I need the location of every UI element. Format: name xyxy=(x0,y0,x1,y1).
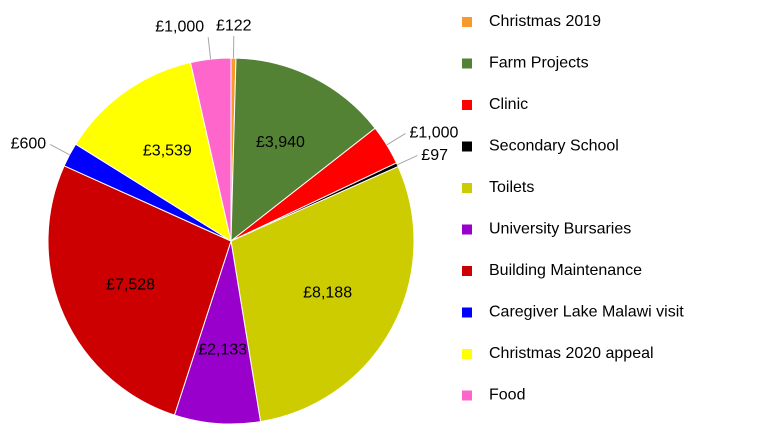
data-label: £2,133 xyxy=(198,342,247,359)
data-label: £122 xyxy=(216,17,252,34)
legend-swatch xyxy=(462,307,472,318)
legend-swatch xyxy=(462,266,472,276)
legend-swatch xyxy=(462,224,472,235)
legend-label: Secondary School xyxy=(489,138,619,155)
leader-line xyxy=(397,155,418,166)
pie-slice xyxy=(230,165,415,423)
legend-label: Toilets xyxy=(489,179,534,196)
pie-slice xyxy=(75,61,232,243)
data-label: £600 xyxy=(11,136,47,153)
pie-slice xyxy=(47,165,232,416)
legend-swatch xyxy=(462,17,472,27)
data-label: £3,940 xyxy=(256,134,305,151)
data-label: £1,000 xyxy=(155,19,204,36)
legend-swatch xyxy=(462,141,472,152)
legend-label: Caregiver Lake Malawi visit xyxy=(489,304,684,321)
data-label: £3,539 xyxy=(143,143,192,160)
leader-line xyxy=(49,143,70,156)
legend-label: Christmas 2019 xyxy=(489,13,601,30)
pie-slice xyxy=(230,57,376,243)
data-label: £7,528 xyxy=(106,277,155,294)
legend-label: Food xyxy=(489,387,525,404)
pie-slice xyxy=(189,57,232,242)
legend-swatch xyxy=(462,349,472,359)
data-label: £8,188 xyxy=(303,284,352,301)
leader-line xyxy=(386,133,406,146)
leader-line xyxy=(207,37,212,60)
legend-label: Farm Projects xyxy=(489,55,589,72)
data-label: £97 xyxy=(421,147,448,164)
legend-swatch xyxy=(462,58,472,69)
legend-swatch xyxy=(462,390,472,401)
legend-swatch xyxy=(462,100,472,110)
data-label: £1,000 xyxy=(409,125,458,142)
legend-label: Clinic xyxy=(489,96,528,113)
legend-label: University Bursaries xyxy=(489,221,631,238)
legend-label: Christmas 2020 appeal xyxy=(489,345,654,362)
legend-label: Building Maintenance xyxy=(489,262,642,279)
legend-swatch xyxy=(462,183,472,193)
